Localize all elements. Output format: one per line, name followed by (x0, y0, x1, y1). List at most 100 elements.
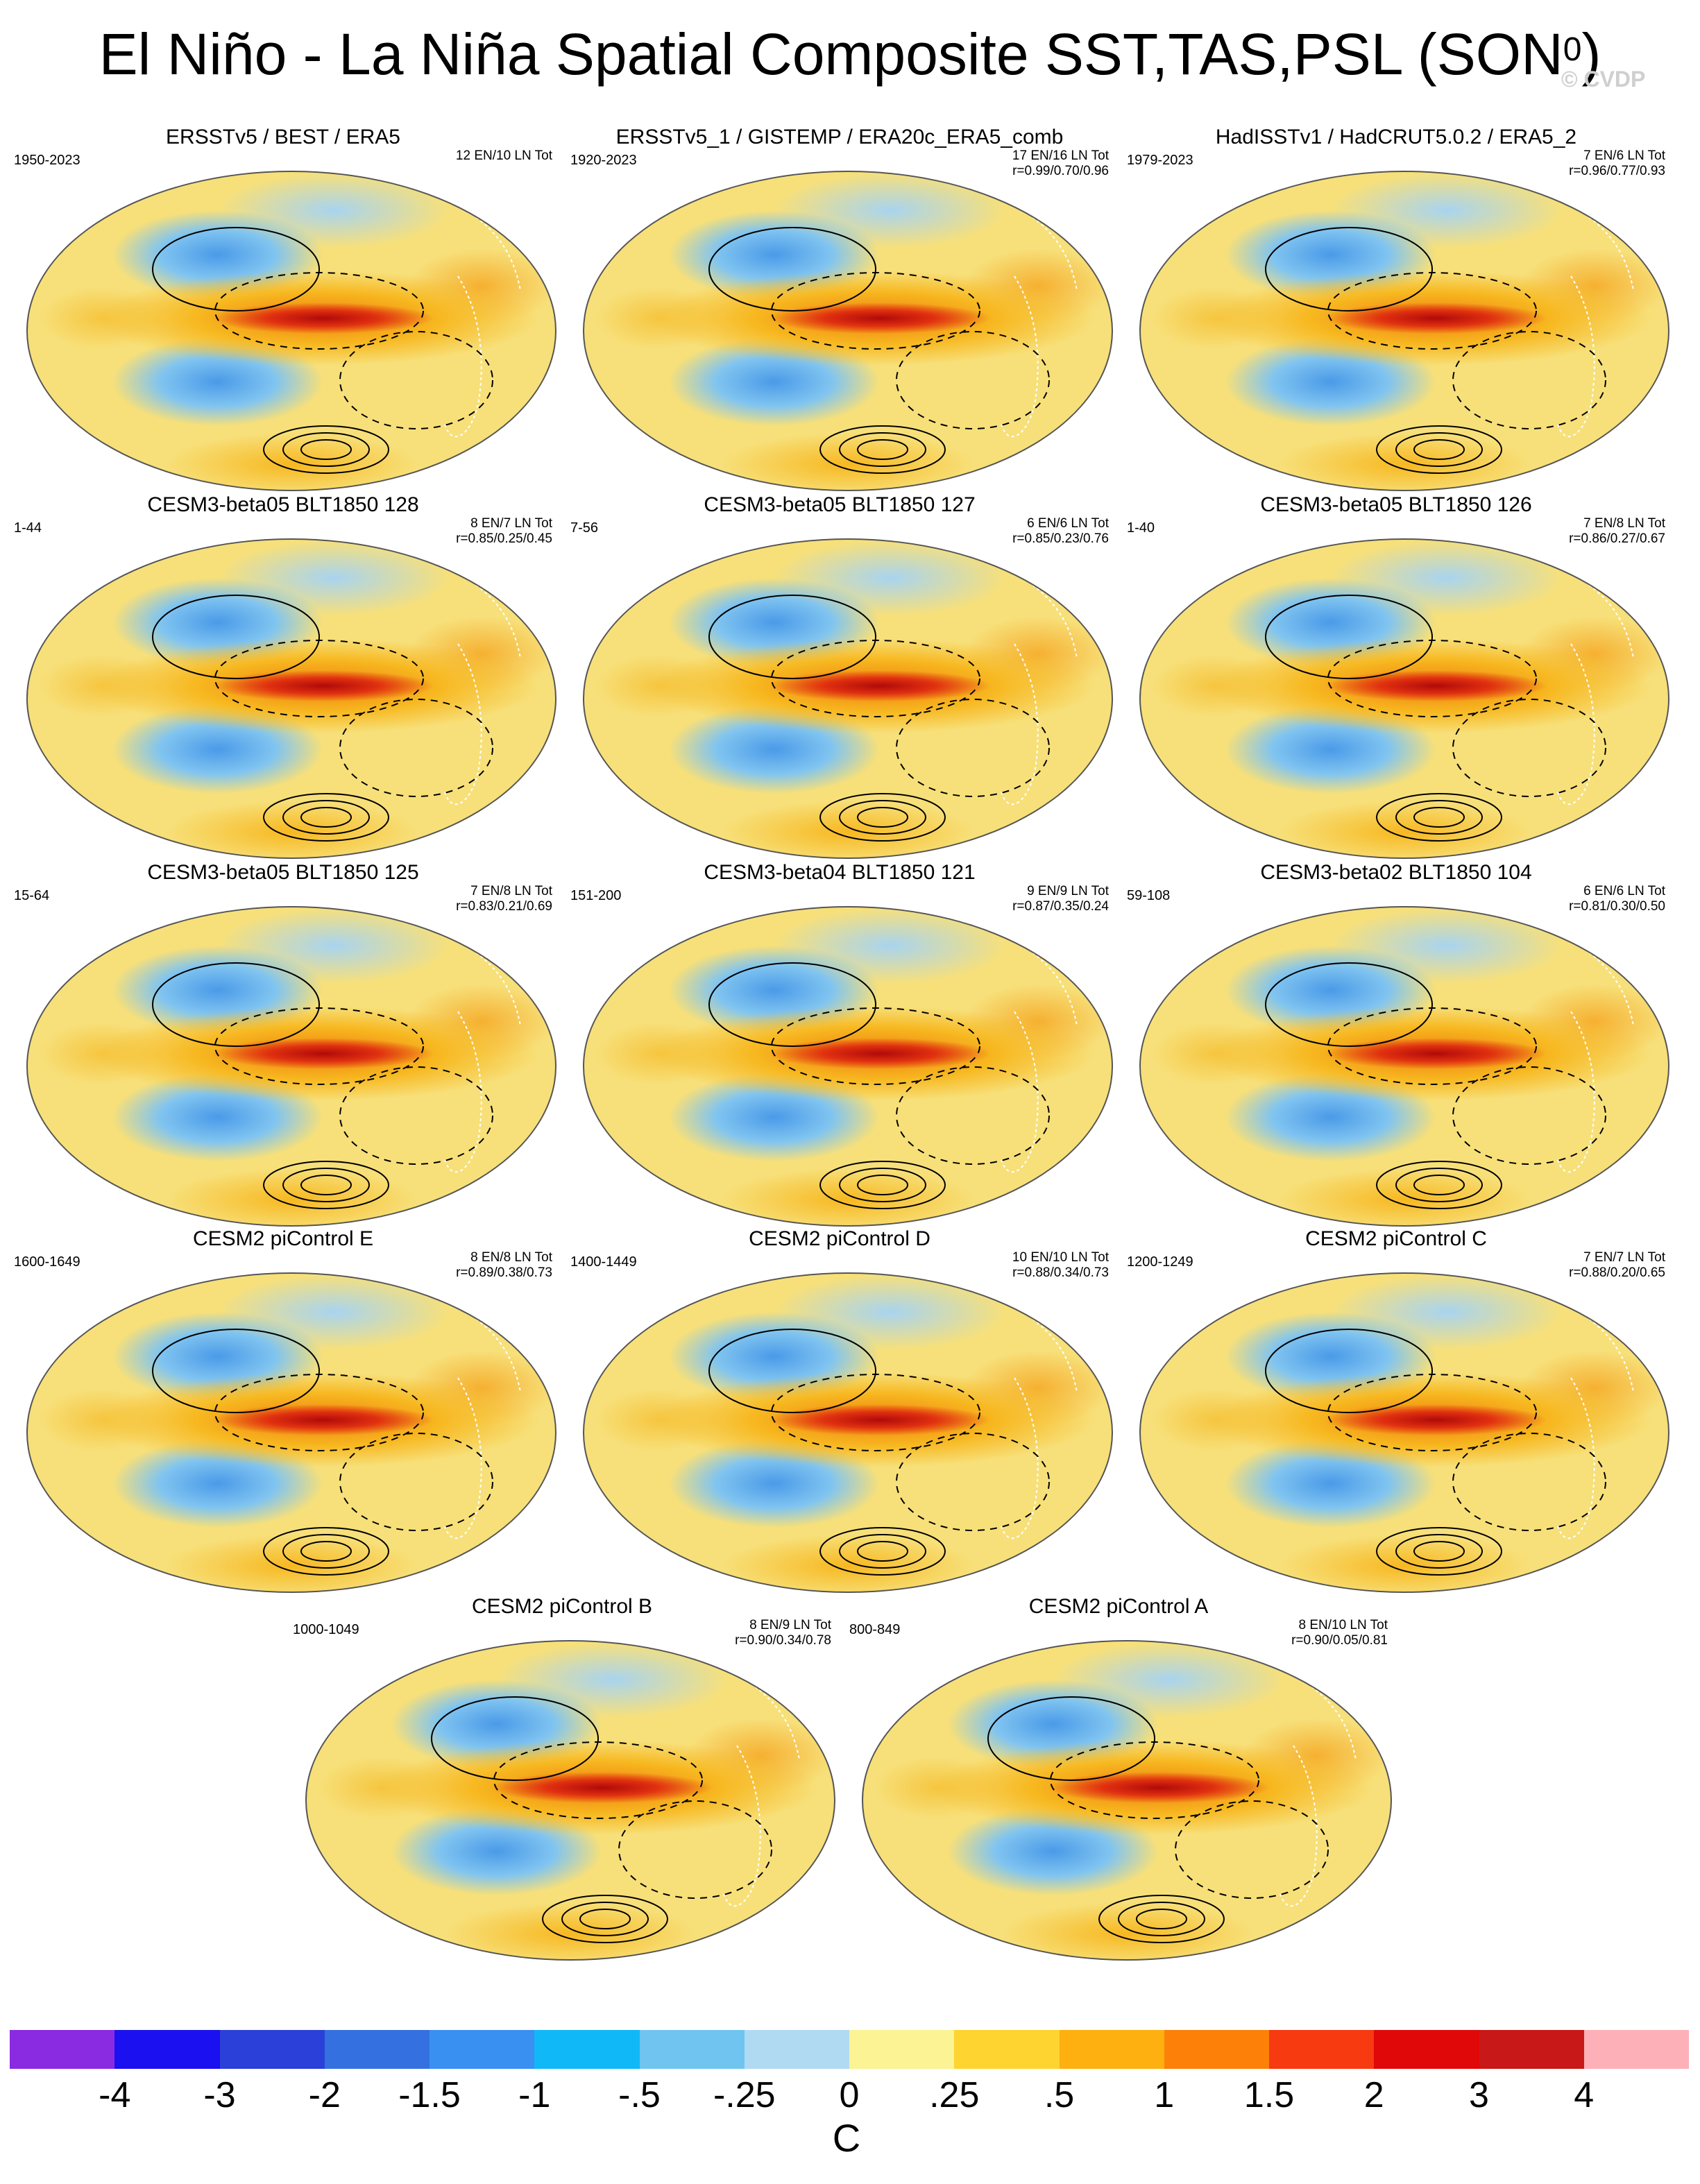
psl-contours (152, 948, 521, 1209)
event-counts: 8 EN/8 LN Tot (470, 1250, 552, 1265)
title-text: El Niño - La Niña Spatial Composite SST,… (99, 22, 1563, 87)
map-panel: HadISSTv1 / HadCRUT5.0.2 / ERA5_2 1979-20… (1125, 125, 1669, 500)
colorbar-tick-label: -1 (518, 2075, 551, 2115)
event-counts: 17 EN/16 LN Tot (1012, 148, 1109, 163)
globe-map (26, 538, 556, 859)
pattern-correlation: r=0.90/0.34/0.78 (735, 1633, 831, 1648)
map-panel: CESM3-beta05 BLT1850 127 7-56 6 EN/6 LN To… (569, 493, 1113, 867)
event-counts: 7 EN/8 LN Tot (1583, 516, 1665, 531)
colorbar-tick-label: .25 (929, 2075, 980, 2115)
pattern-correlation: r=0.86/0.27/0.67 (1569, 531, 1665, 546)
event-counts: 9 EN/9 LN Tot (1027, 884, 1109, 898)
panel-counts: 12 EN/10 LN Tot (456, 148, 552, 164)
event-counts: 6 EN/6 LN Tot (1583, 884, 1665, 898)
colorbar-unit: C (832, 2116, 861, 2160)
colorbar-segment (1479, 2030, 1584, 2069)
map-panel: CESM2 piControl C 1200-1249 7 EN/7 LN Tot r… (1125, 1227, 1669, 1601)
colorbar-segment (1583, 2030, 1689, 2069)
panel-title: CESM2 piControl E (192, 1227, 374, 1250)
colorbar-segment (1374, 2030, 1479, 2069)
globe-map (1139, 538, 1669, 859)
panel-title: CESM2 piControl C (1305, 1227, 1487, 1250)
map-panel: CESM2 piControl A 800-849 8 EN/10 LN Tot r=… (848, 1594, 1392, 1969)
event-counts: 6 EN/6 LN Tot (1027, 516, 1109, 531)
globe-map (583, 538, 1113, 859)
panel-counts: 8 EN/8 LN Tot r=0.89/0.38/0.73 (456, 1250, 552, 1281)
colorbar-tick-label: -2 (308, 2075, 341, 2115)
panel-title: CESM3-beta05 BLT1850 127 (704, 493, 976, 516)
colorbar-segment (744, 2030, 849, 2069)
psl-contours (152, 213, 521, 474)
panel-title: CESM2 piControl A (1028, 1595, 1209, 1618)
colorbar-tick-label: 4 (1574, 2075, 1595, 2115)
page-title: El Niño - La Niña Spatial Composite SST,… (0, 19, 1700, 89)
panel-title: ERSSTv5_1 / GISTEMP / ERA20c_ERA5_comb (615, 126, 1064, 148)
colorbar-tick-label: -4 (99, 2075, 131, 2115)
pattern-correlation: r=0.85/0.25/0.45 (456, 531, 552, 546)
psl-contours (708, 948, 1078, 1209)
globe-map (26, 906, 556, 1227)
pattern-correlation: r=0.90/0.05/0.81 (1291, 1633, 1388, 1648)
colorbar-segment (10, 2030, 115, 2069)
panel-counts: 17 EN/16 LN Tot r=0.99/0.70/0.96 (1012, 148, 1109, 179)
colorbar-segment (219, 2030, 325, 2069)
map-panel: CESM3-beta05 BLT1850 128 1-44 8 EN/7 LN To… (12, 493, 556, 867)
colorbar-segment (324, 2030, 430, 2069)
panel-title: CESM2 piControl B (471, 1595, 653, 1618)
panel-title: CESM3-beta02 BLT1850 104 (1260, 861, 1532, 884)
panel-counts: 9 EN/9 LN Tot r=0.87/0.35/0.24 (1012, 884, 1109, 914)
psl-contours (152, 581, 521, 842)
colorbar-tick-label: -1.5 (398, 2075, 461, 2115)
colorbar-segment (430, 2030, 535, 2069)
pattern-correlation: r=0.83/0.21/0.69 (456, 899, 552, 914)
map-panel: CESM3-beta05 BLT1850 125 15-64 7 EN/8 LN T… (12, 860, 556, 1235)
map-panel: ERSSTv5 / BEST / ERA5 1950-2023 12 EN/10 L… (12, 125, 556, 500)
colorbar-segment (639, 2030, 745, 2069)
colorbar-segment (849, 2030, 955, 2069)
colorbar-tick-label: 1 (1154, 2075, 1175, 2115)
colorbar-segment (954, 2030, 1060, 2069)
panel-period: 1400-1449 (570, 1254, 637, 1270)
psl-contours (987, 1682, 1357, 1943)
globe-map (1139, 1272, 1669, 1593)
panel-period: 7-56 (570, 520, 599, 536)
event-counts: 8 EN/9 LN Tot (749, 1618, 831, 1632)
colorbar-tick-label: -.5 (618, 2075, 661, 2115)
panel-title: CESM3-beta04 BLT1850 121 (704, 861, 976, 884)
map-panel: CESM2 piControl B 1000-1049 8 EN/9 LN Tot r… (291, 1594, 835, 1969)
panel-counts: 8 EN/9 LN Tot r=0.90/0.34/0.78 (735, 1618, 831, 1648)
map-panel: ERSSTv5_1 / GISTEMP / ERA20c_ERA5_comb 19… (569, 125, 1113, 500)
colorbar-tick-label: .5 (1044, 2075, 1075, 2115)
event-counts: 8 EN/10 LN Tot (1298, 1618, 1388, 1632)
psl-contours (708, 1315, 1078, 1576)
colorbar-segment (1269, 2030, 1375, 2069)
psl-contours (431, 1682, 800, 1943)
panel-counts: 7 EN/6 LN Tot r=0.96/0.77/0.93 (1569, 148, 1665, 179)
panel-counts: 8 EN/10 LN Tot r=0.90/0.05/0.81 (1291, 1618, 1388, 1648)
watermark: © CVDP (1561, 67, 1646, 92)
pattern-correlation: r=0.81/0.30/0.50 (1569, 899, 1665, 914)
pattern-correlation: r=0.89/0.38/0.73 (456, 1265, 552, 1280)
panel-period: 800-849 (849, 1622, 901, 1637)
panel-title: ERSSTv5 / BEST / ERA5 (166, 126, 400, 148)
title-superscript: 0 (1563, 31, 1582, 68)
psl-contours (708, 581, 1078, 842)
panel-counts: 8 EN/7 LN Tot r=0.85/0.25/0.45 (456, 516, 552, 547)
psl-contours (1265, 1315, 1634, 1576)
psl-contours (1265, 213, 1634, 474)
panel-title: HadISSTv1 / HadCRUT5.0.2 / ERA5_2 (1215, 126, 1577, 148)
colorbar-segment (534, 2030, 640, 2069)
pattern-correlation: r=0.96/0.77/0.93 (1569, 164, 1665, 178)
globe-map (26, 171, 556, 491)
panel-counts: 7 EN/7 LN Tot r=0.88/0.20/0.65 (1569, 1250, 1665, 1281)
globe-map (583, 1272, 1113, 1593)
panel-title: CESM2 piControl D (749, 1227, 930, 1250)
event-counts: 12 EN/10 LN Tot (455, 148, 552, 163)
colorbar-tick-label: 2 (1363, 2075, 1384, 2115)
pattern-correlation: r=0.99/0.70/0.96 (1012, 164, 1109, 178)
map-panel: CESM3-beta05 BLT1850 126 1-40 7 EN/8 LN To… (1125, 493, 1669, 867)
event-counts: 10 EN/10 LN Tot (1012, 1250, 1109, 1265)
panel-title: CESM3-beta05 BLT1850 128 (147, 493, 419, 516)
map-panel: CESM3-beta02 BLT1850 104 59-108 6 EN/6 LN … (1125, 860, 1669, 1235)
globe-map (862, 1640, 1392, 1961)
